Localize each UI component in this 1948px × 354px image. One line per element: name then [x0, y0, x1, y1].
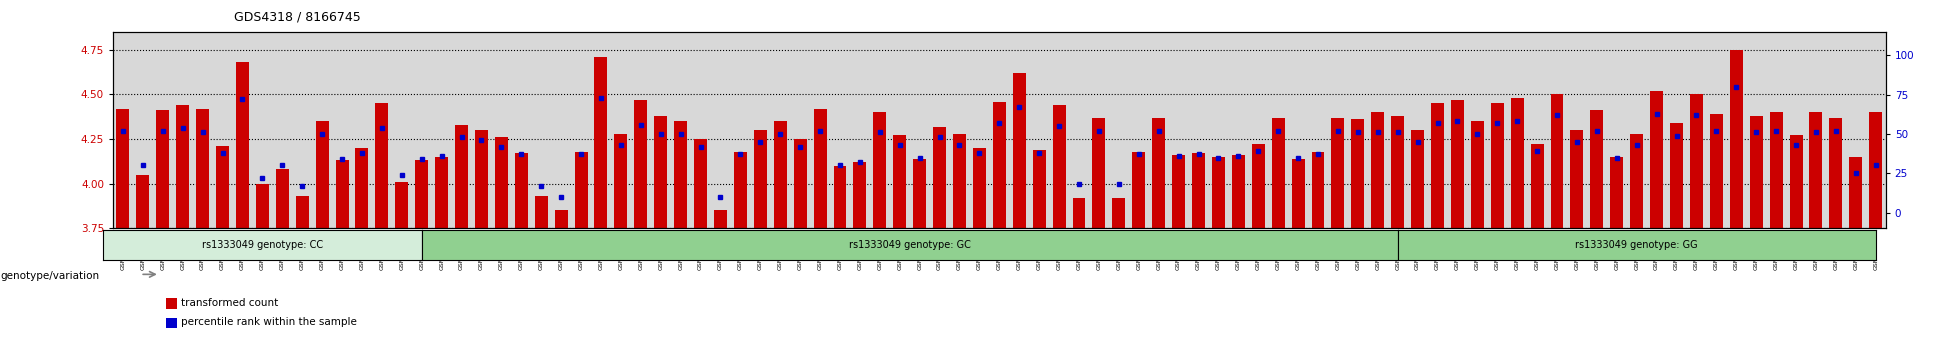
Bar [1253, 144, 1264, 228]
Bar [1032, 150, 1046, 228]
Bar [316, 121, 329, 228]
Bar [635, 100, 647, 228]
Bar [1151, 118, 1165, 228]
Text: rs1333049 genotype: CC: rs1333049 genotype: CC [203, 240, 323, 250]
Text: GDS4318 / 8166745: GDS4318 / 8166745 [234, 11, 360, 24]
Bar [1490, 103, 1504, 228]
Bar [1410, 130, 1424, 228]
Bar [1551, 95, 1564, 228]
Bar [914, 159, 925, 228]
Bar [1790, 136, 1802, 228]
Bar [335, 160, 349, 228]
Bar [156, 110, 169, 228]
Bar [1650, 91, 1664, 228]
Bar [136, 175, 150, 228]
Text: rs1333049 genotype: GG: rs1333049 genotype: GG [1576, 240, 1699, 250]
Bar [972, 148, 986, 228]
Bar [1330, 118, 1344, 228]
Bar [376, 103, 388, 228]
Text: genotype/variation: genotype/variation [0, 271, 99, 281]
Bar [1730, 50, 1743, 228]
Bar [933, 126, 947, 228]
Bar [754, 130, 768, 228]
Bar [355, 148, 368, 228]
Bar [953, 134, 966, 228]
Bar [1292, 159, 1305, 228]
Bar [614, 134, 627, 228]
Bar [236, 62, 249, 228]
Bar [1112, 198, 1126, 228]
Bar [456, 125, 468, 228]
Bar [1311, 152, 1325, 228]
Bar [1611, 157, 1623, 228]
Bar [1212, 157, 1225, 228]
Bar [415, 160, 429, 228]
Bar [1512, 98, 1523, 228]
Bar [674, 121, 688, 228]
Bar [514, 153, 528, 228]
Bar [793, 139, 806, 228]
Bar [1013, 73, 1027, 228]
Bar [1870, 112, 1882, 228]
Bar [216, 146, 230, 228]
Bar [1590, 110, 1603, 228]
Bar [715, 211, 727, 228]
Bar [853, 162, 867, 228]
Bar [296, 196, 308, 228]
Bar [1432, 103, 1443, 228]
Bar [993, 102, 1005, 228]
Bar [1570, 130, 1584, 228]
Bar [575, 152, 588, 228]
Bar [1352, 119, 1364, 228]
Bar [894, 136, 906, 228]
Bar [1531, 144, 1543, 228]
Bar [1173, 155, 1184, 228]
Bar [734, 152, 746, 228]
Bar [594, 57, 608, 228]
Text: percentile rank within the sample: percentile rank within the sample [181, 317, 356, 327]
Bar [395, 182, 409, 228]
Bar [773, 121, 787, 228]
Bar [1371, 112, 1385, 228]
Bar [834, 166, 847, 228]
Bar [814, 109, 826, 228]
Bar [117, 109, 129, 228]
Bar [1272, 118, 1284, 228]
Bar [655, 116, 668, 228]
Bar [1669, 123, 1683, 228]
Bar [1849, 157, 1862, 228]
Bar [1093, 118, 1105, 228]
Bar [434, 157, 448, 228]
Bar [175, 105, 189, 228]
Bar [1630, 134, 1644, 228]
Text: rs1333049 genotype: GC: rs1333049 genotype: GC [849, 240, 970, 250]
Bar [1471, 121, 1484, 228]
Bar [277, 169, 288, 228]
Bar [1810, 112, 1823, 228]
Bar [1451, 100, 1463, 228]
Bar [1231, 155, 1245, 228]
Bar [1192, 153, 1206, 228]
Bar [475, 130, 487, 228]
Bar [555, 211, 567, 228]
Bar [873, 112, 886, 228]
Bar [197, 109, 208, 228]
Bar [1391, 116, 1405, 228]
Text: transformed count: transformed count [181, 298, 279, 308]
Bar [495, 137, 508, 228]
Bar [1132, 152, 1145, 228]
Bar [1052, 105, 1066, 228]
Bar [1769, 112, 1782, 228]
Bar [255, 184, 269, 228]
Bar [1691, 95, 1703, 228]
Bar [1073, 198, 1085, 228]
Bar [693, 139, 707, 228]
Bar [1749, 116, 1763, 228]
Bar [1829, 118, 1843, 228]
Bar [536, 196, 547, 228]
Bar [1710, 114, 1722, 228]
